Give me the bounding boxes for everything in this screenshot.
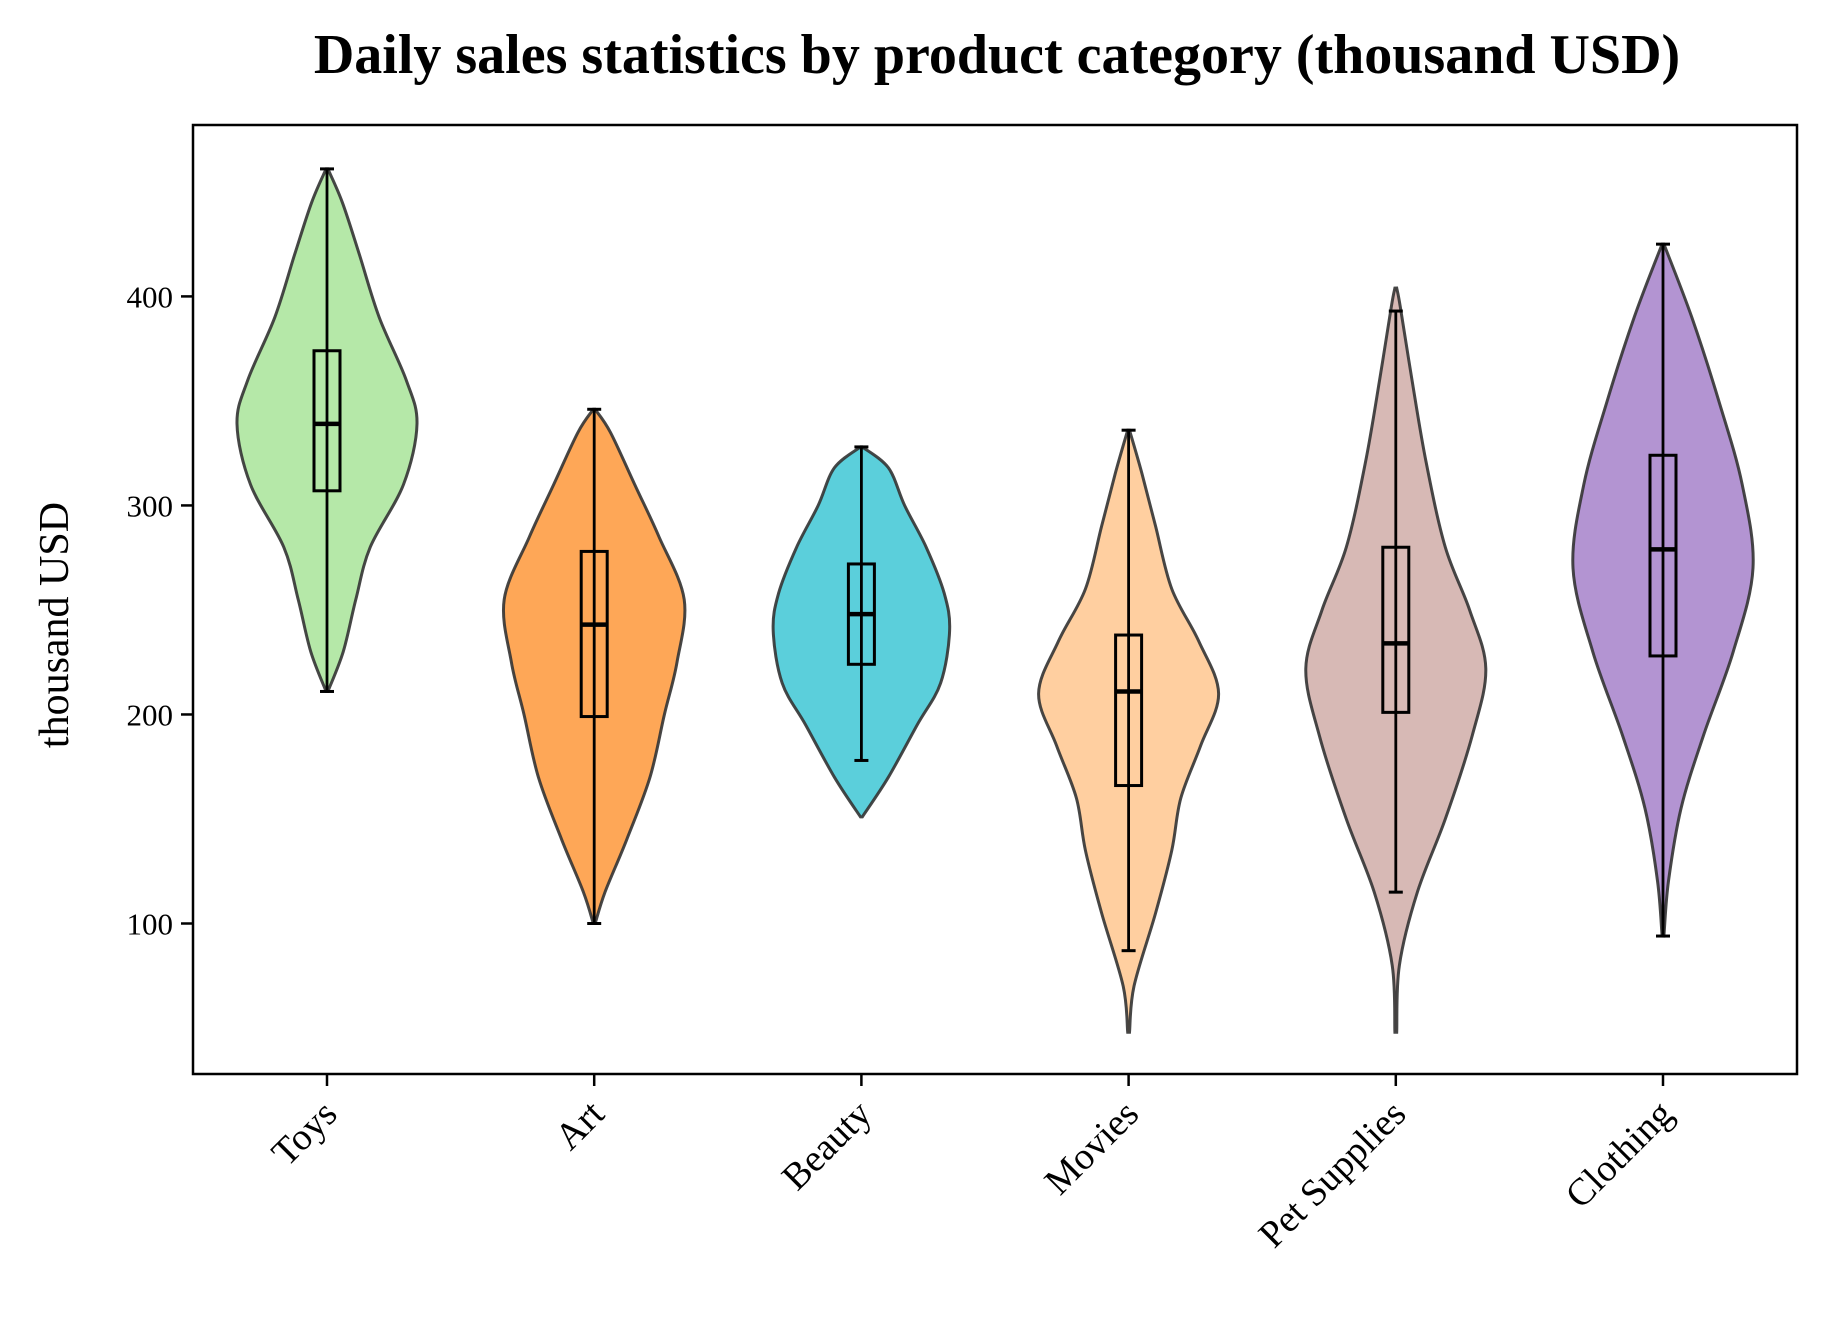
x-axis-ticks: Toys Art Beauty Movies Pet Supplies Clothing <box>264 1074 1682 1256</box>
boxes-layer <box>312 167 1678 953</box>
iqr-box <box>579 549 609 719</box>
y-tick-label: 100 <box>127 906 174 941</box>
x-tick-label: Pet Supplies <box>1251 1093 1414 1256</box>
x-tick-label: Clothing <box>1558 1093 1682 1217</box>
y-tick-label: 200 <box>127 697 174 732</box>
violins-layer <box>235 167 1755 1034</box>
y-axis-ticks: 100 200 300 400 <box>127 279 193 941</box>
iqr-box <box>1381 545 1411 714</box>
x-tick-label: Toys <box>264 1093 346 1175</box>
x-tick-label: Art <box>547 1092 613 1158</box>
x-tick-label: Movies <box>1037 1093 1147 1203</box>
plot-frame <box>191 123 1799 1076</box>
iqr-box <box>1114 633 1144 788</box>
chart-title: Daily sales statistics by product catego… <box>314 24 1680 86</box>
y-tick-label: 400 <box>127 279 174 314</box>
x-tick-label: Beauty <box>774 1093 880 1199</box>
iqr-box <box>1648 453 1678 658</box>
y-tick-label: 300 <box>127 488 174 523</box>
y-axis-label: thousand USD <box>32 502 78 748</box>
iqr-box <box>312 349 342 493</box>
